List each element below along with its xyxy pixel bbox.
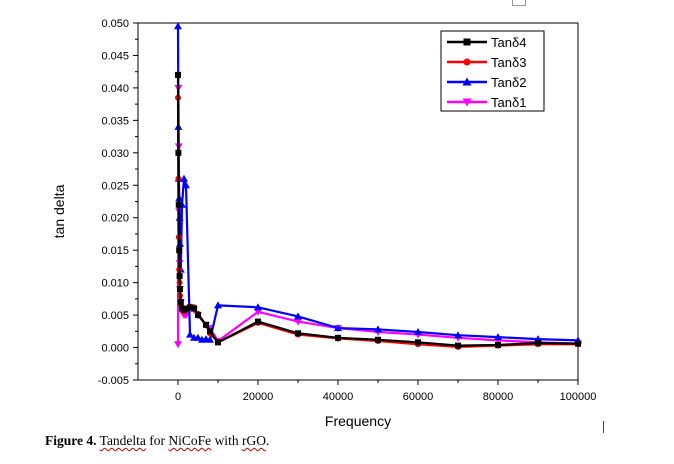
data-point <box>295 330 301 337</box>
data-point <box>194 333 202 341</box>
legend-label: Tanδ2 <box>491 75 526 90</box>
y-tick-label: 0.030 <box>101 148 129 160</box>
y-tick-label: 0.050 <box>101 18 129 30</box>
y-tick-label: 0.045 <box>101 50 129 62</box>
legend-marker <box>463 58 471 66</box>
data-point <box>374 325 382 333</box>
x-tick-label: 60000 <box>403 391 434 403</box>
data-point <box>254 308 262 316</box>
caption-word: for <box>145 433 169 448</box>
y-tick-label: 0.035 <box>101 115 129 127</box>
data-point <box>175 71 181 78</box>
corner-handle <box>512 0 526 6</box>
caption-word: NiCoFe <box>168 433 212 448</box>
legend-box <box>440 30 545 112</box>
data-point <box>176 273 183 280</box>
data-point <box>334 324 342 332</box>
data-point <box>174 22 182 30</box>
figure-caption: Figure 4. Tandelta for NiCoFe with rGO. <box>45 433 269 449</box>
series-line <box>176 74 579 347</box>
data-point <box>255 318 261 325</box>
legend-marker <box>462 98 472 107</box>
tan-delta-chart: -0.005 0.000 0.005 0.010 0.015 0.020 0.025 0.03… <box>51 18 597 429</box>
x-tick-label: 100000 <box>560 391 597 403</box>
data-point <box>294 318 302 326</box>
legend-label: Tanδ1 <box>491 95 526 110</box>
data-point <box>494 333 502 341</box>
y-tick-label: 0.000 <box>101 343 129 355</box>
data-point <box>294 312 302 320</box>
x-tick-label: 40000 <box>323 391 354 403</box>
caption-word: rGO <box>241 433 266 448</box>
data-point <box>455 342 461 349</box>
legend-label: Tanδ4 <box>491 35 526 50</box>
data-point <box>176 247 183 254</box>
legend-marker <box>463 38 471 46</box>
data-point <box>175 201 182 208</box>
caption-label: Figure 4. <box>45 433 97 448</box>
data-point <box>183 305 189 312</box>
data-point <box>215 339 221 346</box>
data-point <box>254 303 262 311</box>
series-layer <box>174 22 582 350</box>
x-tick-label: 20000 <box>243 391 274 403</box>
data-point <box>214 301 222 309</box>
x-tick-label: 0 <box>175 391 181 403</box>
y-tick-label: 0.015 <box>101 245 129 257</box>
data-point <box>575 340 581 347</box>
text-cursor <box>603 421 604 433</box>
data-point <box>206 335 214 343</box>
data-point <box>535 340 541 347</box>
y-tick-label: -0.005 <box>98 375 129 387</box>
data-point <box>415 339 421 346</box>
data-point <box>187 304 193 311</box>
data-point <box>207 328 213 335</box>
series-line <box>176 97 578 348</box>
data-point <box>495 341 501 348</box>
legend-label: Tanδ3 <box>491 55 526 70</box>
data-point <box>191 305 197 312</box>
data-point <box>375 336 381 343</box>
data-point <box>186 330 194 338</box>
y-tick-label: 0.020 <box>101 213 129 225</box>
y-tick-label: 0.010 <box>101 278 129 290</box>
caption-word: Tandelta <box>99 433 146 448</box>
data-point <box>203 321 209 328</box>
data-point <box>177 299 184 306</box>
data-point <box>182 181 190 189</box>
legend-marker <box>462 77 472 86</box>
caption-word: with <box>211 433 242 448</box>
data-point <box>174 341 182 349</box>
x-axis-label: Frequency <box>325 413 391 429</box>
data-point <box>177 286 183 293</box>
data-point <box>175 149 182 156</box>
y-tick-label: 0.005 <box>101 310 129 322</box>
data-point <box>335 334 341 341</box>
x-tick-label: 80000 <box>483 391 514 403</box>
data-point <box>195 312 201 319</box>
caption-word: . <box>265 433 270 448</box>
y-axis-label: tan delta <box>51 184 67 238</box>
data-point <box>414 327 422 335</box>
y-tick-label: 0.025 <box>101 180 129 192</box>
data-point <box>454 331 462 339</box>
y-tick-label: 0.040 <box>101 83 129 95</box>
data-point <box>180 174 188 182</box>
